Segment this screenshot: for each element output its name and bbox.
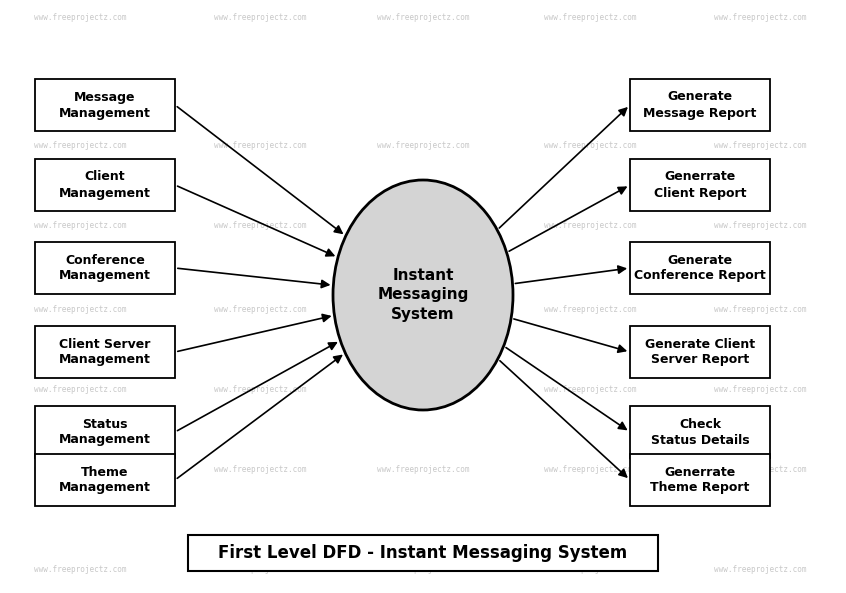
Text: www.freeprojectz.com: www.freeprojectz.com [376,566,470,575]
Text: Generate Client
Server Report: Generate Client Server Report [645,337,755,366]
Text: www.freeprojectz.com: www.freeprojectz.com [34,141,126,149]
Text: www.freeprojectz.com: www.freeprojectz.com [544,385,636,394]
Text: www.freeprojectz.com: www.freeprojectz.com [34,566,126,575]
Text: www.freeprojectz.com: www.freeprojectz.com [34,305,126,314]
Text: Client Server
Management: Client Server Management [59,337,151,366]
Text: www.freeprojectz.com: www.freeprojectz.com [376,305,470,314]
Text: Client
Management: Client Management [59,171,151,199]
Text: www.freeprojectz.com: www.freeprojectz.com [714,141,806,149]
Bar [35,159,175,211]
Text: www.freeprojectz.com: www.freeprojectz.com [376,141,470,149]
Bar [630,454,770,506]
Bar [35,326,175,378]
Text: www.freeprojectz.com: www.freeprojectz.com [214,566,306,575]
Bar [188,535,658,571]
Text: www.freeprojectz.com: www.freeprojectz.com [376,466,470,474]
Text: www.freeprojectz.com: www.freeprojectz.com [214,385,306,394]
Text: www.freeprojectz.com: www.freeprojectz.com [34,221,126,229]
Bar [35,454,175,506]
Text: www.freeprojectz.com: www.freeprojectz.com [34,385,126,394]
Text: Generate
Message Report: Generate Message Report [643,91,756,120]
Text: www.freeprojectz.com: www.freeprojectz.com [544,566,636,575]
Text: www.freeprojectz.com: www.freeprojectz.com [544,466,636,474]
Text: First Level DFD - Instant Messaging System: First Level DFD - Instant Messaging Syst… [218,544,628,562]
Bar [35,79,175,131]
Text: Generrate
Theme Report: Generrate Theme Report [651,466,750,495]
Text: Conference
Management: Conference Management [59,253,151,282]
Ellipse shape [333,180,513,410]
Text: www.freeprojectz.com: www.freeprojectz.com [714,566,806,575]
Text: www.freeprojectz.com: www.freeprojectz.com [376,14,470,23]
Text: www.freeprojectz.com: www.freeprojectz.com [714,385,806,394]
Bar [630,79,770,131]
Text: Instant
Messaging
System: Instant Messaging System [377,267,469,323]
Text: www.freeprojectz.com: www.freeprojectz.com [34,466,126,474]
Text: www.freeprojectz.com: www.freeprojectz.com [714,14,806,23]
Text: www.freeprojectz.com: www.freeprojectz.com [714,466,806,474]
Text: www.freeprojectz.com: www.freeprojectz.com [544,221,636,229]
Text: Message
Management: Message Management [59,91,151,120]
Bar [630,242,770,294]
Text: www.freeprojectz.com: www.freeprojectz.com [214,14,306,23]
Text: Check
Status Details: Check Status Details [651,417,750,447]
Text: www.freeprojectz.com: www.freeprojectz.com [544,141,636,149]
Text: www.freeprojectz.com: www.freeprojectz.com [34,14,126,23]
Text: www.freeprojectz.com: www.freeprojectz.com [214,305,306,314]
Text: www.freeprojectz.com: www.freeprojectz.com [376,221,470,229]
Text: www.freeprojectz.com: www.freeprojectz.com [714,305,806,314]
Text: www.freeprojectz.com: www.freeprojectz.com [214,466,306,474]
Text: www.freeprojectz.com: www.freeprojectz.com [214,141,306,149]
Text: Status
Management: Status Management [59,417,151,447]
Bar [630,159,770,211]
Text: www.freeprojectz.com: www.freeprojectz.com [376,385,470,394]
Bar [35,242,175,294]
Text: www.freeprojectz.com: www.freeprojectz.com [544,14,636,23]
Text: Generrate
Client Report: Generrate Client Report [654,171,746,199]
Bar [35,406,175,458]
Text: Generate
Conference Report: Generate Conference Report [634,253,766,282]
Text: Theme
Management: Theme Management [59,466,151,495]
Bar [630,406,770,458]
Text: www.freeprojectz.com: www.freeprojectz.com [714,221,806,229]
Text: www.freeprojectz.com: www.freeprojectz.com [214,221,306,229]
Bar [630,326,770,378]
Text: www.freeprojectz.com: www.freeprojectz.com [544,305,636,314]
